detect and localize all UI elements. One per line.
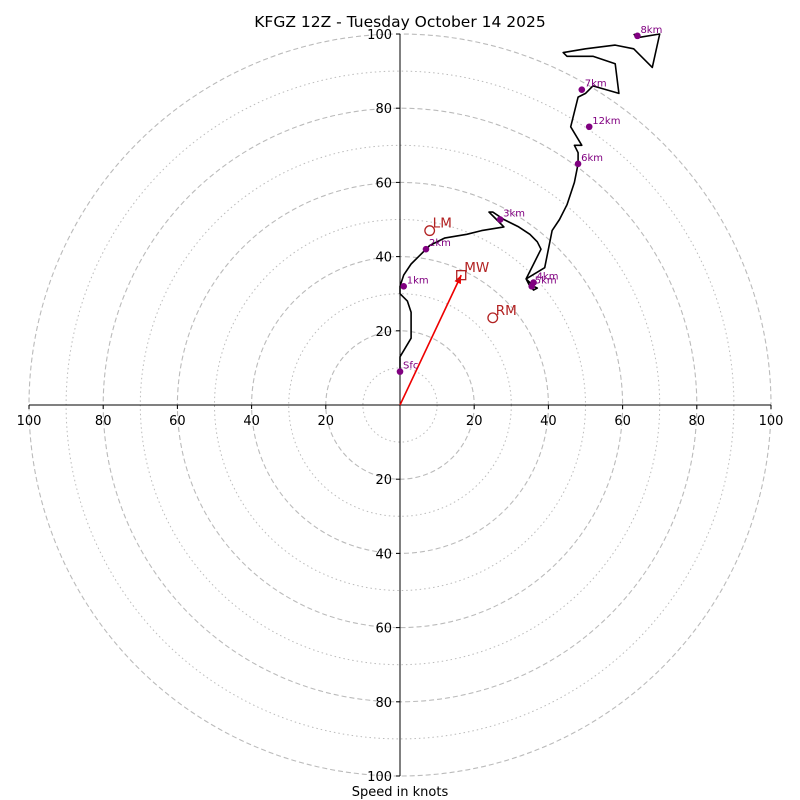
y-tick-label: 60 — [375, 176, 392, 191]
x-tick-label: 60 — [614, 414, 631, 429]
height-point-1km — [400, 282, 408, 290]
y-tick-label: 100 — [367, 28, 392, 43]
height-point-12km — [585, 123, 593, 131]
height-point-2km — [422, 245, 430, 253]
x-tick-label: 20 — [318, 414, 335, 429]
storm-marker-lm — [424, 225, 436, 237]
height-label-8km: 8km — [640, 25, 662, 36]
x-tick-label: 100 — [759, 414, 784, 429]
y-tick-label: 80 — [375, 696, 392, 711]
height-label-sfc: Sfc — [403, 361, 418, 372]
y-tick-label: 20 — [375, 473, 392, 488]
height-point-sfc — [396, 368, 404, 375]
height-label-5km: 5km — [535, 275, 557, 286]
x-tick-label: 80 — [95, 414, 112, 429]
height-label-7km: 7km — [585, 79, 607, 90]
storm-marker-rm — [487, 312, 499, 324]
y-tick-label: 100 — [367, 770, 392, 785]
height-point-3km — [496, 216, 504, 223]
height-label-3km: 3km — [503, 209, 525, 220]
height-point-5km — [528, 282, 536, 290]
height-point-6km — [574, 160, 582, 168]
height-label-4km: 4km — [537, 272, 559, 283]
height-label-2km: 2km — [429, 238, 451, 249]
y-tick-label: 80 — [375, 102, 392, 117]
height-point-7km — [578, 86, 586, 93]
x-axis-label: Speed in knots — [352, 785, 449, 800]
ticks-layer: 100 80 60 40 20 20 40 60 80 100 100 80 60 40 20 20 40 60 8… — [17, 28, 784, 785]
x-tick-label: 60 — [169, 414, 186, 429]
storm-label-mw: MW — [464, 260, 489, 276]
height-label-1km: 1km — [407, 275, 429, 286]
x-tick-label: 100 — [17, 414, 42, 429]
y-tick-label: 40 — [375, 251, 392, 266]
storm-marker-mw — [456, 269, 467, 281]
shear-vector-line — [399, 274, 462, 406]
x-tick-label: 20 — [466, 414, 483, 429]
height-point-8km — [634, 32, 641, 40]
height-label-6km: 6km — [581, 153, 603, 164]
y-tick-label: 40 — [375, 547, 392, 562]
height-label-12km: 12km — [592, 116, 620, 127]
storm-label-rm: RM — [496, 303, 517, 319]
y-tick-label: 60 — [375, 622, 392, 637]
storm-label-lm: LM — [433, 216, 452, 232]
x-tick-label: 80 — [689, 414, 706, 429]
x-tick-label: 40 — [243, 414, 260, 429]
markers-layer: LM RM MW — [424, 216, 517, 324]
chart-title: KFGZ 12Z - Tuesday October 14 2025 — [254, 13, 545, 31]
y-tick-label: 20 — [375, 325, 392, 340]
x-tick-label: 40 — [540, 414, 557, 429]
